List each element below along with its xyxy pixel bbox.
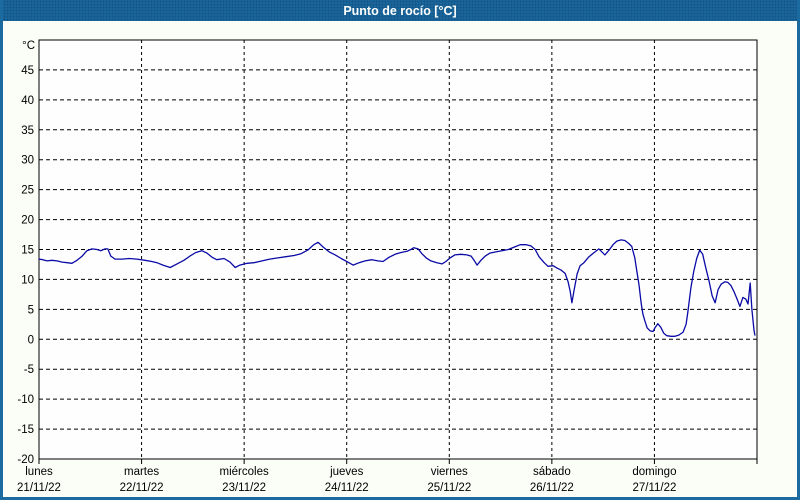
dew-point-line — [38, 239, 756, 337]
y-tick-label: 10 — [21, 274, 34, 286]
y-tick-label: 40 — [21, 95, 34, 107]
y-tick-label: -5 — [24, 364, 34, 376]
y-tick-label: 20 — [21, 215, 34, 227]
title-bar: Punto de rocío [°C] — [3, 0, 797, 21]
y-tick-label: -15 — [17, 424, 34, 436]
x-day-label: martes — [124, 466, 159, 478]
x-date-label: 23/11/22 — [222, 482, 266, 494]
y-tick-label: 25 — [21, 185, 34, 197]
x-date-label: 27/11/22 — [632, 482, 676, 494]
x-day-label: viernes — [431, 466, 468, 478]
y-tick-label: 0 — [28, 334, 34, 346]
y-tick-label: -20 — [17, 454, 34, 466]
y-tick-label: 15 — [21, 245, 34, 257]
x-date-label: 21/11/22 — [17, 482, 61, 494]
x-date-label: 25/11/22 — [427, 482, 471, 494]
y-tick-label: -10 — [17, 394, 34, 406]
y-tick-label: 5 — [28, 304, 34, 316]
x-day-label: miércoles — [220, 466, 269, 478]
chart-title: Punto de rocío [°C] — [343, 3, 457, 18]
y-tick-label: 35 — [21, 125, 34, 137]
x-date-label: 24/11/22 — [325, 482, 369, 494]
y-tick-label: 30 — [21, 155, 34, 167]
y-axis-unit-label: °C — [22, 40, 35, 52]
x-date-label: 22/11/22 — [120, 482, 164, 494]
dew-point-chart: 45 40 35 30 25 20 15 10 5 0 -5 -10 -15 -20 °C lunes 21/1… — [17, 39, 758, 494]
x-day-label: lunes — [25, 466, 53, 478]
x-day-label: domingo — [632, 466, 676, 478]
x-date-label: 26/11/22 — [530, 482, 574, 494]
y-tick-label: 45 — [21, 65, 34, 77]
x-day-label: sábado — [533, 466, 571, 478]
x-day-label: jueves — [329, 466, 363, 478]
